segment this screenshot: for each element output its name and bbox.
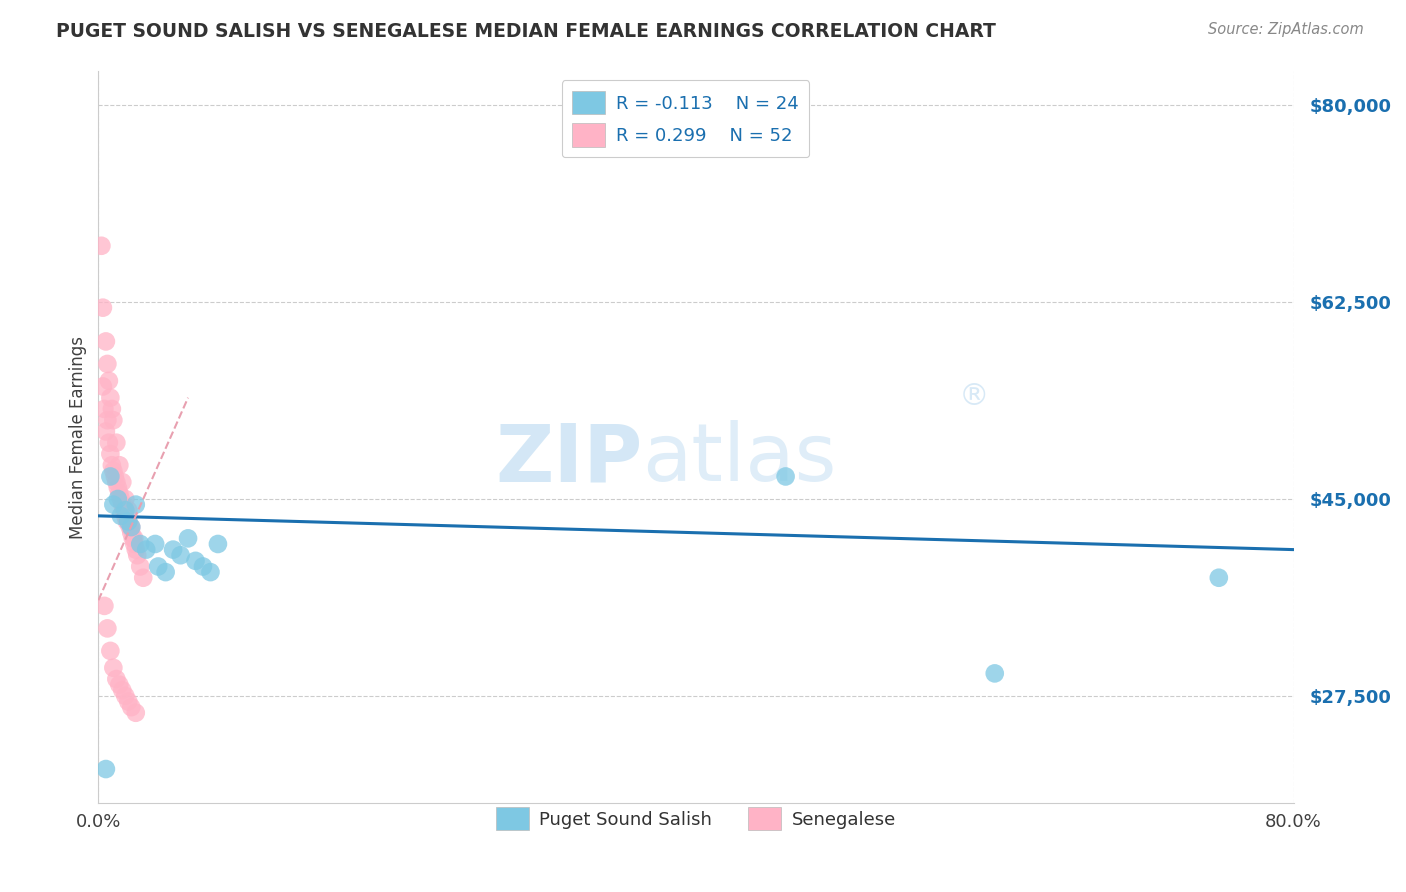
Point bbox=[125, 706, 148, 720]
Point bbox=[97, 374, 120, 388]
Point bbox=[191, 559, 214, 574]
Point bbox=[775, 469, 797, 483]
Point bbox=[120, 520, 142, 534]
Point bbox=[96, 357, 118, 371]
Point bbox=[200, 565, 222, 579]
Point bbox=[96, 413, 118, 427]
Point bbox=[132, 571, 155, 585]
Point bbox=[93, 401, 115, 416]
Point bbox=[148, 559, 170, 574]
Point bbox=[129, 537, 152, 551]
Text: atlas: atlas bbox=[643, 420, 837, 498]
Point bbox=[184, 554, 207, 568]
Point bbox=[98, 447, 122, 461]
Point bbox=[120, 520, 142, 534]
Point bbox=[129, 559, 152, 574]
Point bbox=[125, 498, 148, 512]
Point bbox=[107, 481, 129, 495]
Point bbox=[124, 532, 146, 546]
Point bbox=[97, 435, 120, 450]
Point bbox=[135, 542, 157, 557]
Point bbox=[101, 458, 124, 473]
Point bbox=[98, 644, 122, 658]
Point bbox=[112, 503, 135, 517]
Point bbox=[124, 537, 146, 551]
Y-axis label: Median Female Earnings: Median Female Earnings bbox=[69, 335, 87, 539]
Point bbox=[103, 498, 125, 512]
Point bbox=[94, 425, 117, 439]
Point bbox=[103, 464, 125, 478]
Point bbox=[90, 239, 112, 253]
Point bbox=[1208, 571, 1230, 585]
Point bbox=[117, 515, 139, 529]
Point bbox=[108, 458, 131, 473]
Point bbox=[104, 469, 127, 483]
Point bbox=[207, 537, 229, 551]
Point bbox=[110, 491, 132, 506]
Point bbox=[91, 301, 114, 315]
Point bbox=[121, 532, 143, 546]
Point bbox=[108, 678, 131, 692]
Text: PUGET SOUND SALISH VS SENEGALESE MEDIAN FEMALE EARNINGS CORRELATION CHART: PUGET SOUND SALISH VS SENEGALESE MEDIAN … bbox=[56, 22, 995, 41]
Text: ZIP: ZIP bbox=[495, 420, 643, 498]
Point bbox=[94, 334, 117, 349]
Point bbox=[984, 666, 1007, 681]
Point bbox=[114, 503, 136, 517]
Point bbox=[127, 548, 149, 562]
Point bbox=[114, 491, 136, 506]
Legend: Puget Sound Salish, Senegalese: Puget Sound Salish, Senegalese bbox=[489, 800, 903, 838]
Point bbox=[120, 700, 142, 714]
Point bbox=[117, 515, 139, 529]
Point bbox=[118, 520, 141, 534]
Point bbox=[111, 475, 134, 489]
Point bbox=[114, 508, 136, 523]
Point bbox=[91, 379, 114, 393]
Point bbox=[105, 475, 128, 489]
Point bbox=[114, 689, 136, 703]
Point bbox=[108, 486, 131, 500]
Point bbox=[125, 542, 148, 557]
Point bbox=[98, 391, 122, 405]
Point bbox=[105, 435, 128, 450]
Point bbox=[177, 532, 200, 546]
Point bbox=[94, 762, 117, 776]
Point bbox=[107, 491, 129, 506]
Point bbox=[143, 537, 166, 551]
Text: ®: ® bbox=[959, 383, 990, 411]
Point bbox=[103, 661, 125, 675]
Point bbox=[111, 498, 134, 512]
Point bbox=[101, 401, 124, 416]
Point bbox=[162, 542, 184, 557]
Point bbox=[105, 672, 128, 686]
Point bbox=[103, 413, 125, 427]
Point bbox=[98, 469, 122, 483]
Point bbox=[117, 503, 139, 517]
Point bbox=[115, 515, 138, 529]
Text: Source: ZipAtlas.com: Source: ZipAtlas.com bbox=[1208, 22, 1364, 37]
Point bbox=[155, 565, 177, 579]
Point bbox=[93, 599, 115, 613]
Point bbox=[169, 548, 191, 562]
Point bbox=[120, 525, 142, 540]
Point bbox=[96, 621, 118, 635]
Point bbox=[117, 694, 139, 708]
Point bbox=[110, 508, 132, 523]
Point bbox=[111, 683, 134, 698]
